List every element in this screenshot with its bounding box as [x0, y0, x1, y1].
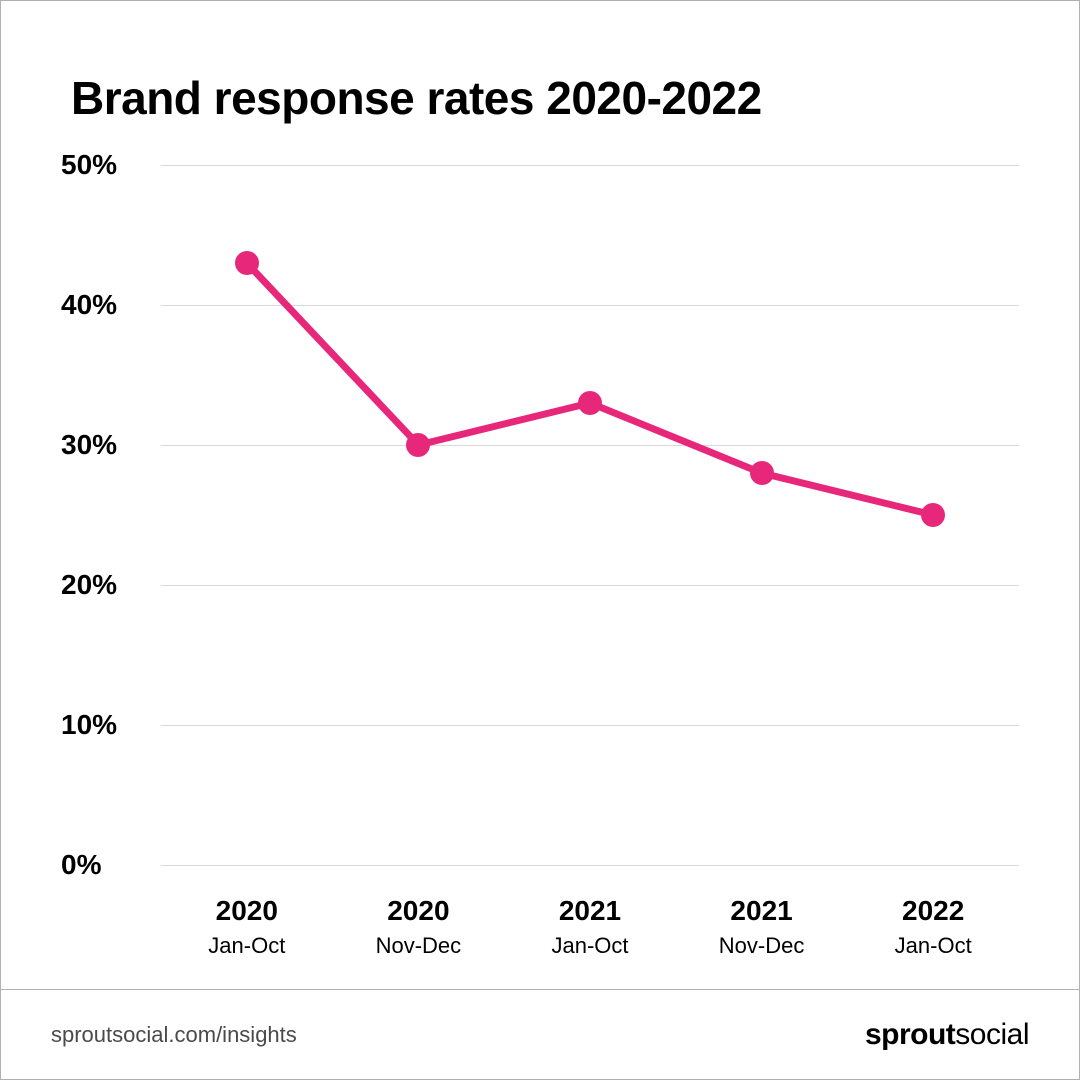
x-label-range: Nov-Dec	[333, 933, 505, 959]
x-axis-labels: 2020Jan-Oct2020Nov-Dec2021Jan-Oct2021Nov…	[161, 895, 1019, 959]
y-tick: 40%	[61, 289, 151, 321]
grid-line	[161, 865, 1019, 866]
data-point	[921, 503, 945, 527]
chart-area: Brand response rates 2020-2022 0% 10% 20% 3…	[1, 1, 1079, 989]
y-tick: 20%	[61, 569, 151, 601]
x-label-range: Jan-Oct	[161, 933, 333, 959]
x-label-range: Jan-Oct	[847, 933, 1019, 959]
data-point	[578, 391, 602, 415]
chart-title: Brand response rates 2020-2022	[71, 71, 1019, 125]
x-label: 2021 Jan-Oct	[504, 895, 676, 959]
data-point	[235, 251, 259, 275]
x-label-year: 2020	[161, 895, 333, 927]
y-tick: 10%	[61, 709, 151, 741]
y-tick: 0%	[61, 849, 151, 881]
plot-wrap: 0%10%20%30%40%50% 2020Jan-Oct2020Nov-Dec…	[61, 165, 1019, 959]
x-label: 2020 Nov-Dec	[333, 895, 505, 959]
x-label: 2021 Nov-Dec	[676, 895, 848, 959]
line-path	[247, 263, 933, 515]
footer-url: sproutsocial.com/insights	[51, 1022, 297, 1048]
brand-logo: sproutsocial	[865, 1018, 1029, 1052]
data-point	[406, 433, 430, 457]
y-tick: 50%	[61, 149, 151, 181]
x-label-year: 2022	[847, 895, 1019, 927]
x-label-year: 2020	[333, 895, 505, 927]
x-label: 2020 Jan-Oct	[161, 895, 333, 959]
x-label: 2022 Jan-Oct	[847, 895, 1019, 959]
y-tick: 30%	[61, 429, 151, 461]
x-label-range: Nov-Dec	[676, 933, 848, 959]
line-series	[161, 165, 1019, 865]
x-label-year: 2021	[504, 895, 676, 927]
chart-card: Brand response rates 2020-2022 0% 10% 20% 3…	[0, 0, 1080, 1080]
x-label-range: Jan-Oct	[504, 933, 676, 959]
brand-bold: sprout	[865, 1018, 955, 1051]
x-label-year: 2021	[676, 895, 848, 927]
data-point	[750, 461, 774, 485]
plot: 0%10%20%30%40%50%	[61, 165, 1019, 865]
footer: sproutsocial.com/insights sproutsocial	[1, 989, 1079, 1079]
brand-light: social	[955, 1018, 1029, 1051]
